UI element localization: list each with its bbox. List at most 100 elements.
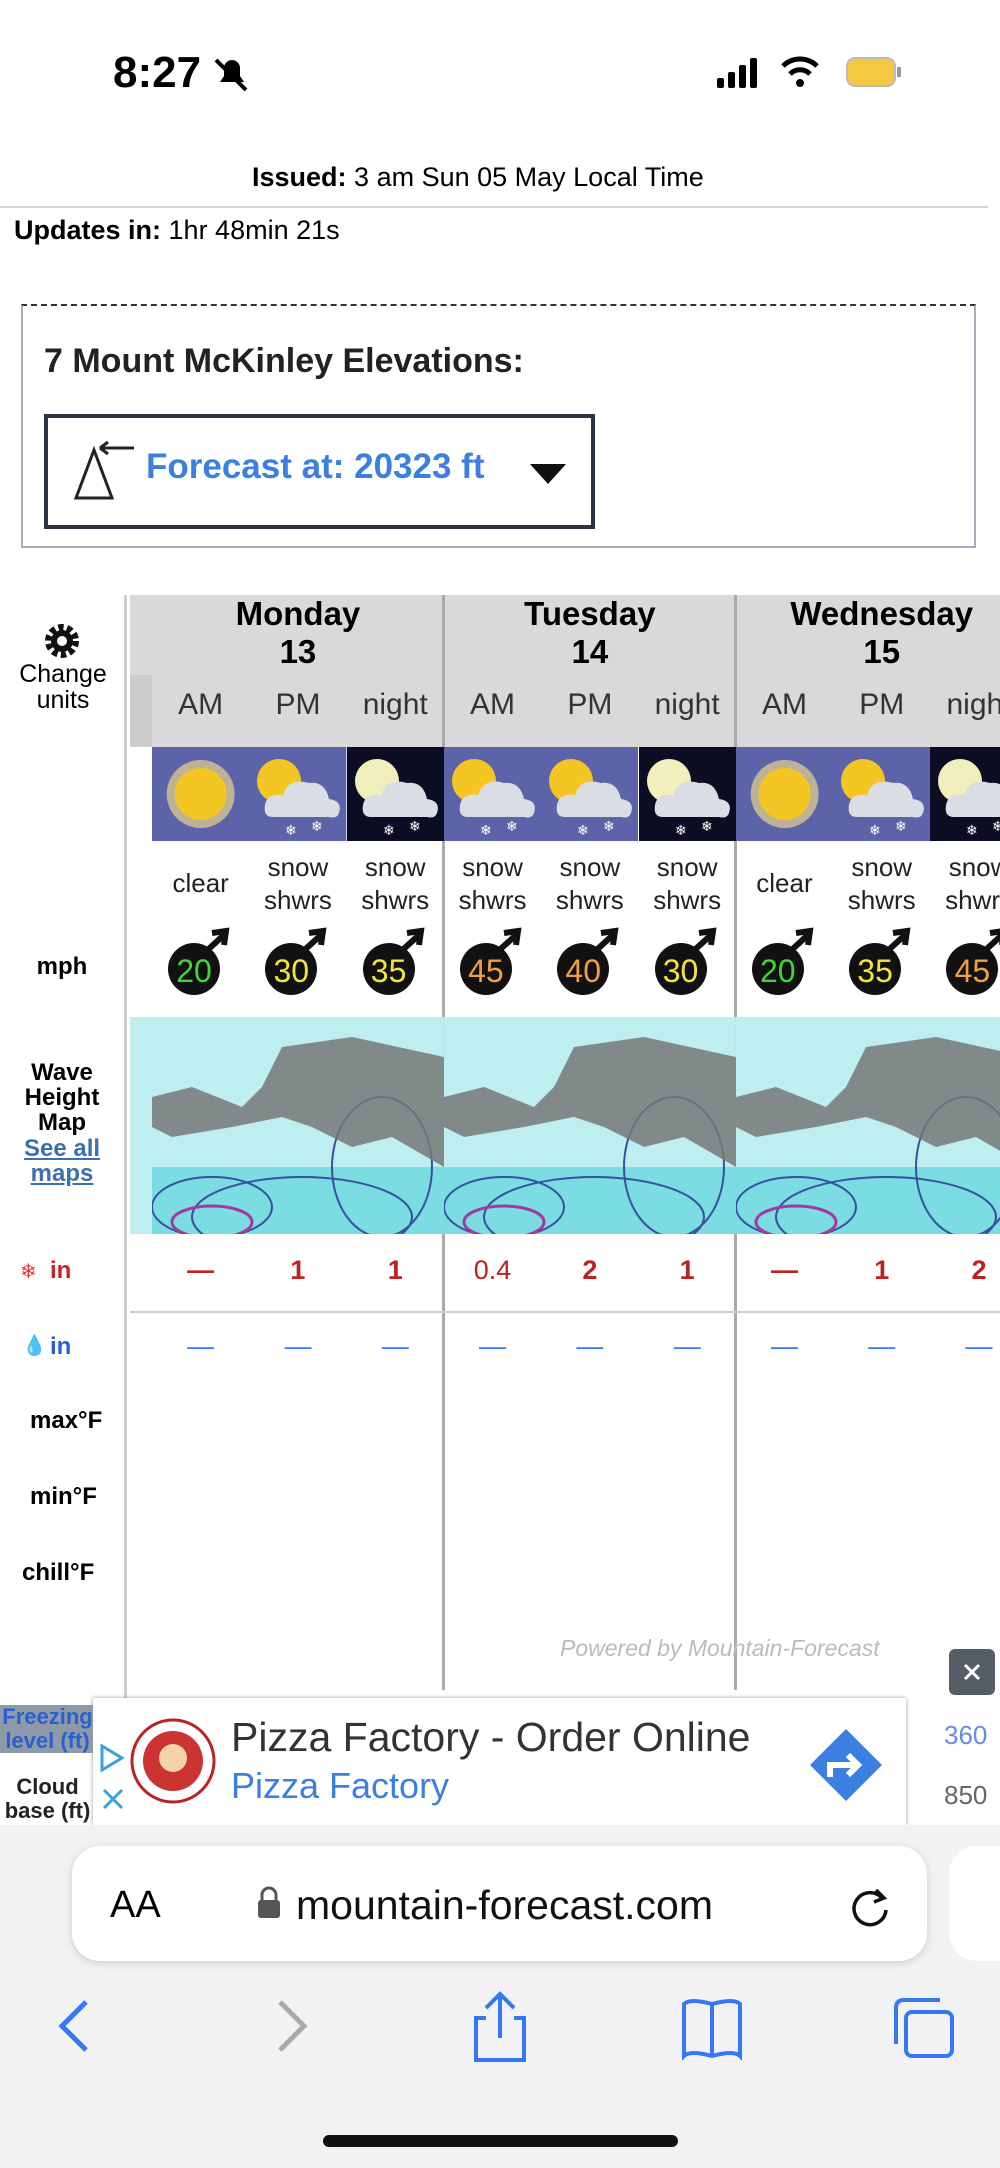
left-border [124, 595, 127, 1825]
weather-text: snow shwrs [361, 852, 430, 915]
wind-speed: 35 [370, 953, 407, 989]
snow-bar [561, 1289, 633, 1309]
snow-icon: ❄ [20, 1261, 37, 1283]
wind-icon [168, 927, 230, 995]
issued: Issued: 3 am Sun 05 May Local Time [252, 162, 704, 193]
weather-icon: ❄ ❄ [443, 747, 542, 841]
max-temp: -24 [277, 1405, 319, 1436]
forecast-table: Change units Monday 13 Tuesday 14 Wednesday 15… [0, 595, 1000, 1825]
reload[interactable] [848, 1884, 892, 1928]
chill-temp: -62 [569, 1557, 611, 1588]
svg-text:❄: ❄ [480, 822, 492, 838]
period: night [654, 688, 720, 721]
period: AM [761, 688, 807, 721]
weather-text: clear [172, 868, 229, 898]
weather-icon: ❄ ❄ [833, 747, 931, 841]
weather-icon: ❄ ❄ [930, 747, 1000, 841]
period: night [362, 688, 428, 721]
weather-icon [735, 747, 834, 841]
rain: — [381, 1331, 409, 1361]
wind-icon [751, 927, 814, 995]
snow: 2 [971, 1255, 987, 1285]
wind-icon [362, 927, 425, 995]
snow: — [770, 1255, 798, 1285]
snow: 1 [387, 1255, 403, 1285]
min-temp: -27 [764, 1481, 805, 1512]
rain-icon: 💧 [22, 1335, 47, 1357]
wave-map[interactable] [735, 1017, 1000, 1234]
snow-bar [269, 1289, 341, 1309]
svg-text:❄: ❄ [409, 818, 421, 834]
snow-bar [658, 1289, 730, 1309]
ad-close[interactable] [949, 1649, 995, 1695]
rain: — [965, 1331, 993, 1361]
min-temp: -24 [180, 1481, 221, 1512]
weather-text: snow shwrs [555, 852, 624, 915]
weather-icon: ❄ ❄ [346, 747, 444, 841]
weather-text: snow shwrs [263, 852, 332, 915]
max-temp: -24 [861, 1405, 902, 1436]
next-tab[interactable] [949, 1846, 1000, 1961]
ad-banner[interactable] [93, 1698, 906, 1825]
freezing-label: Freezing level (ft) [0, 1705, 95, 1753]
weather-text: snow shwrs [847, 852, 916, 915]
svg-text:❄: ❄ [675, 822, 687, 838]
day-name: Wednesday [790, 595, 974, 632]
ad-go[interactable] [808, 1727, 884, 1803]
rain: — [284, 1331, 312, 1361]
freezing-value: 360 [944, 1720, 988, 1750]
elevation-box [21, 304, 976, 548]
ad-brand[interactable]: Pizza Factory [231, 1765, 450, 1806]
weather-icon: ❄ ❄ [249, 747, 347, 841]
elevation-selected[interactable]: Forecast at: 20323 ft [146, 447, 485, 486]
wind-speed: 35 [857, 953, 893, 989]
snow: 2 [582, 1255, 598, 1285]
snow-bar [755, 1289, 828, 1309]
svg-text:❄: ❄ [895, 818, 907, 834]
clock: 8:27 [113, 48, 202, 97]
svg-text:❄: ❄ [577, 822, 589, 838]
ad-choices [100, 1743, 125, 1810]
snow: 0.4 [473, 1255, 512, 1285]
wind-speed: 45 [468, 953, 504, 989]
snow: 1 [290, 1255, 306, 1285]
powered-by: Powered by Mountain-Forecast [560, 1635, 880, 1661]
min-temp: -24 [277, 1481, 319, 1512]
text-size[interactable]: AA [110, 1884, 161, 1926]
wind-speed: 30 [662, 953, 699, 989]
chill-temp: -56 [666, 1557, 708, 1588]
elevation-select[interactable] [44, 414, 595, 529]
map-link[interactable]: See all maps [23, 1135, 101, 1187]
day-name: Monday [235, 595, 361, 632]
snow: — [187, 1255, 215, 1285]
header-edge [130, 675, 152, 747]
url-bar[interactable] [72, 1846, 927, 1961]
status-icons [717, 56, 901, 88]
chill-temp: -58 [277, 1557, 319, 1588]
gear-icon[interactable] [42, 621, 82, 661]
weather-text: snow shwrs [653, 852, 722, 915]
snow: 1 [874, 1255, 890, 1285]
issued-label: Issued: [252, 162, 347, 192]
cloud-value: 850 [944, 1780, 988, 1810]
snow-bar [172, 1289, 244, 1309]
min-temp: -26 [472, 1481, 513, 1512]
ad-title[interactable]: Pizza Factory - Order Online [231, 1714, 751, 1760]
min-temp: -24 [958, 1481, 1000, 1512]
rain: — [770, 1331, 798, 1361]
change-units[interactable]: Change units [19, 660, 107, 714]
chill-temp: -58 [764, 1557, 805, 1588]
chill-temp: -65 [958, 1557, 1000, 1588]
wave-map[interactable] [443, 1017, 736, 1234]
url[interactable]: mountain-forecast.com [296, 1882, 714, 1928]
wave-map[interactable] [152, 1017, 444, 1234]
min-temp: -24 [861, 1481, 902, 1512]
home-indicator [323, 2135, 678, 2147]
wind-speed: 45 [954, 953, 991, 989]
lock-icon [258, 1886, 280, 1918]
max-temp: -24 [180, 1405, 221, 1436]
wind-speed: 20 [760, 953, 796, 989]
svg-text:❄: ❄ [701, 818, 713, 834]
wind-speed: 20 [176, 953, 212, 989]
max-temp: -24 [569, 1405, 611, 1436]
